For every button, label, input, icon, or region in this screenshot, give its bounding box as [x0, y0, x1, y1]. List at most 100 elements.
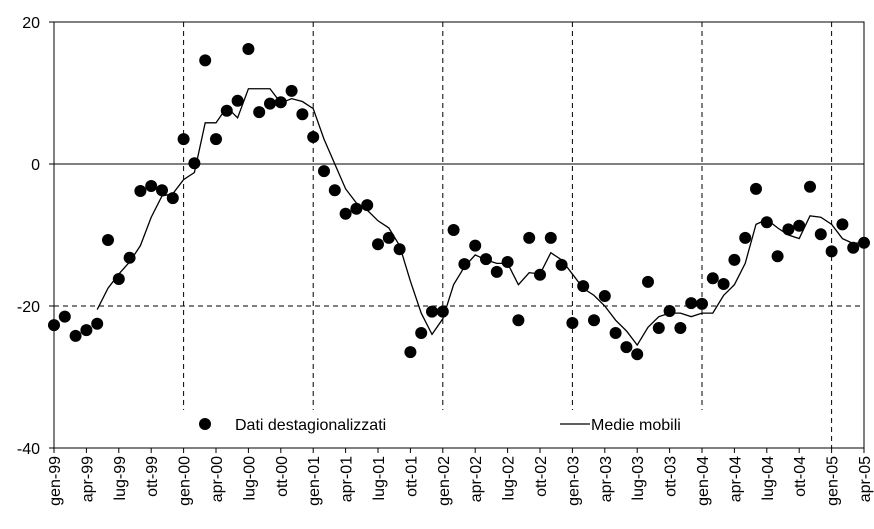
legend-box — [184, 410, 706, 440]
data-point — [404, 346, 417, 359]
data-point — [663, 304, 676, 317]
data-point — [847, 241, 860, 254]
data-point — [728, 253, 741, 266]
data-point — [339, 207, 352, 220]
data-point — [296, 108, 309, 121]
data-point — [577, 280, 590, 293]
x-tick-label: lug-01 — [371, 456, 388, 501]
data-point — [415, 326, 428, 339]
data-point — [80, 324, 93, 337]
data-point — [102, 233, 114, 246]
data-point — [706, 272, 719, 285]
x-tick-label: lug-00 — [241, 456, 258, 501]
data-point — [447, 224, 460, 237]
data-point — [760, 216, 773, 229]
x-tick-label: apr-99 — [79, 456, 96, 502]
data-point — [750, 182, 762, 195]
data-point — [123, 251, 136, 264]
x-tick-label: gen-03 — [565, 456, 582, 506]
x-tick-label: gen-99 — [47, 456, 64, 506]
data-point — [544, 231, 557, 244]
data-point — [512, 314, 525, 327]
x-tick-label: ott-02 — [533, 456, 550, 497]
data-point — [177, 133, 190, 146]
data-point — [739, 231, 752, 244]
legend-label: Medie mobili — [591, 417, 681, 434]
x-tick-label: gen-05 — [825, 456, 842, 506]
data-point — [685, 297, 698, 310]
x-tick-label: ott-03 — [663, 456, 680, 497]
data-point — [426, 305, 438, 318]
data-point — [382, 231, 395, 244]
data-point — [350, 202, 363, 215]
data-point — [156, 184, 168, 197]
data-point — [490, 265, 503, 278]
data-point — [804, 180, 816, 193]
data-point — [523, 231, 536, 244]
data-point — [210, 133, 222, 146]
data-point — [534, 268, 546, 281]
moving-average-line — [96, 88, 865, 347]
legend-label: Dati destagionalizzati — [235, 417, 386, 434]
data-point — [793, 219, 806, 232]
data-point — [145, 180, 158, 193]
data-point — [631, 348, 644, 361]
x-tick-label: lug-99 — [112, 456, 129, 501]
data-point — [566, 317, 579, 330]
data-point — [307, 131, 320, 144]
data-point — [220, 104, 233, 117]
data-point — [285, 84, 298, 97]
data-point — [501, 255, 514, 268]
data-point — [69, 329, 82, 342]
data-point — [588, 314, 600, 327]
x-tick-label: ott-04 — [792, 456, 809, 497]
data-point — [858, 236, 870, 249]
data-point — [328, 184, 341, 197]
data-point — [674, 322, 687, 335]
x-tick-label: lug-03 — [630, 456, 647, 501]
data-point — [652, 322, 665, 335]
data-point — [134, 184, 147, 197]
data-point — [231, 94, 244, 107]
data-point — [372, 238, 384, 251]
x-tick-label: apr-00 — [209, 456, 226, 502]
x-tick-label: lug-02 — [501, 456, 518, 501]
data-point — [555, 258, 568, 271]
x-tick-label: gen-02 — [436, 456, 453, 506]
data-point — [58, 310, 71, 323]
x-tick-label: apr-02 — [468, 456, 485, 502]
data-point — [469, 239, 482, 252]
data-point — [782, 223, 795, 236]
y-tick-label: 0 — [31, 157, 40, 174]
data-point — [242, 42, 255, 55]
data-point — [458, 258, 471, 271]
y-tick-label: 20 — [22, 15, 40, 32]
x-tick-label: ott-00 — [274, 456, 291, 497]
data-point — [598, 290, 611, 303]
data-point — [199, 54, 212, 67]
x-tick-label: gen-00 — [177, 456, 194, 506]
x-tick-label: ott-99 — [144, 456, 161, 497]
data-point — [609, 326, 622, 339]
x-tick-label: apr-03 — [598, 456, 615, 502]
data-point — [264, 97, 276, 110]
x-tick-label: ott-01 — [403, 456, 420, 497]
y-tick-label: -40 — [17, 441, 40, 458]
x-tick-label: lug-04 — [760, 456, 777, 501]
data-point — [642, 275, 654, 288]
data-point — [112, 273, 125, 286]
data-point — [91, 317, 104, 330]
data-point — [696, 297, 708, 310]
data-point — [814, 228, 827, 241]
data-point — [393, 243, 406, 256]
data-point — [48, 319, 60, 332]
x-tick-label: apr-05 — [857, 456, 874, 502]
y-tick-label: -20 — [17, 299, 40, 316]
data-point — [836, 218, 849, 231]
data-point — [166, 192, 179, 205]
x-tick-label: apr-04 — [727, 456, 744, 502]
plot-frame — [53, 21, 865, 449]
data-point — [771, 250, 784, 263]
x-tick-label: gen-01 — [306, 456, 323, 506]
